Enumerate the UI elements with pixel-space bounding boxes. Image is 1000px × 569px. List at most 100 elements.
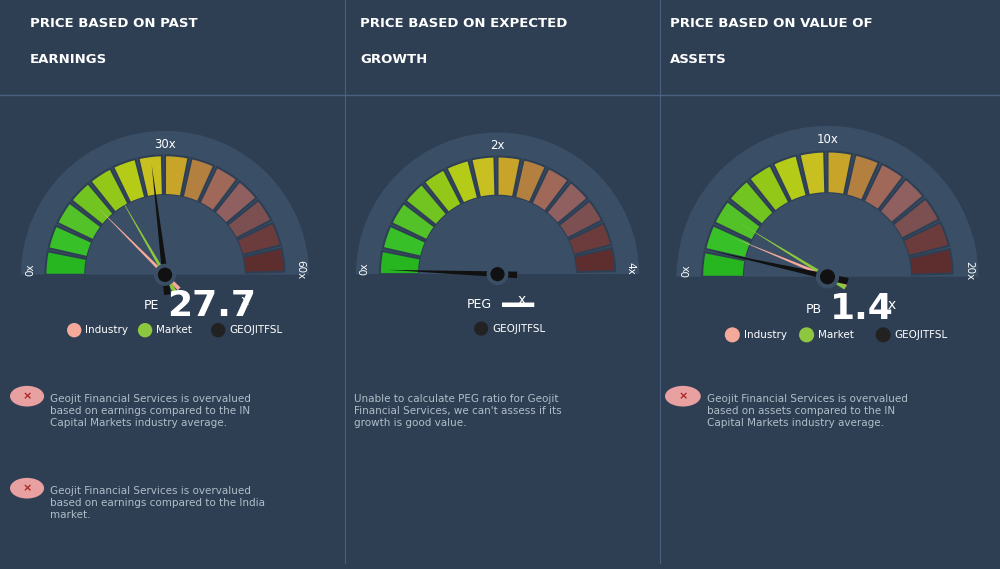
Wedge shape <box>45 251 87 275</box>
Circle shape <box>677 126 978 428</box>
Wedge shape <box>677 277 978 428</box>
Text: Market: Market <box>818 330 854 340</box>
Text: PE: PE <box>144 299 159 312</box>
Circle shape <box>158 267 172 282</box>
Wedge shape <box>72 183 114 225</box>
Wedge shape <box>356 274 639 416</box>
Wedge shape <box>21 275 309 419</box>
Wedge shape <box>773 155 807 201</box>
Wedge shape <box>903 222 949 256</box>
Text: ASSETS: ASSETS <box>670 53 727 66</box>
Text: 2x: 2x <box>490 139 505 152</box>
Wedge shape <box>48 226 92 257</box>
Text: x: x <box>888 298 896 312</box>
Wedge shape <box>90 168 129 212</box>
Text: ×: × <box>22 391 32 401</box>
Wedge shape <box>880 179 923 223</box>
Text: 10x: 10x <box>817 133 838 146</box>
Wedge shape <box>183 158 214 202</box>
Circle shape <box>211 323 225 337</box>
Wedge shape <box>237 223 281 255</box>
Circle shape <box>356 133 639 416</box>
Text: 30x: 30x <box>154 138 176 151</box>
Text: PRICE BASED ON VALUE OF: PRICE BASED ON VALUE OF <box>670 18 873 30</box>
Text: 0x: 0x <box>25 263 35 275</box>
Wedge shape <box>800 151 825 195</box>
Text: PRICE BASED ON PAST: PRICE BASED ON PAST <box>30 18 198 30</box>
Wedge shape <box>392 203 435 240</box>
Wedge shape <box>200 167 237 211</box>
Text: 60x: 60x <box>295 259 305 279</box>
Wedge shape <box>215 182 257 224</box>
Wedge shape <box>227 200 271 238</box>
Wedge shape <box>85 195 245 275</box>
Circle shape <box>816 265 839 288</box>
Wedge shape <box>715 201 761 241</box>
Wedge shape <box>419 196 576 274</box>
Circle shape <box>10 478 44 498</box>
Text: GEOJITFSL: GEOJITFSL <box>229 325 282 335</box>
Circle shape <box>67 323 81 337</box>
Polygon shape <box>389 270 517 278</box>
Wedge shape <box>559 201 602 238</box>
Wedge shape <box>729 181 774 225</box>
Text: 4x: 4x <box>625 262 635 275</box>
Circle shape <box>799 327 814 343</box>
Wedge shape <box>356 274 639 416</box>
Text: PEG: PEG <box>467 298 492 311</box>
Text: 20x: 20x <box>964 261 974 281</box>
Wedge shape <box>243 248 285 273</box>
Text: GEOJITFSL: GEOJITFSL <box>895 330 948 340</box>
Text: PRICE BASED ON EXPECTED: PRICE BASED ON EXPECTED <box>360 18 567 30</box>
Text: x: x <box>517 293 525 307</box>
Text: Geojit Financial Services is overvalued
based on earnings compared to the IN
Cap: Geojit Financial Services is overvalued … <box>50 394 251 427</box>
Text: 0x: 0x <box>360 262 370 275</box>
Text: Industry: Industry <box>85 325 128 335</box>
Circle shape <box>10 386 44 406</box>
Wedge shape <box>705 225 751 258</box>
Text: Market: Market <box>156 325 192 335</box>
Wedge shape <box>380 251 421 274</box>
Circle shape <box>487 263 508 285</box>
Wedge shape <box>749 166 789 212</box>
Circle shape <box>154 264 176 286</box>
Polygon shape <box>116 191 177 293</box>
Wedge shape <box>864 164 903 210</box>
Circle shape <box>725 327 740 343</box>
Polygon shape <box>152 165 171 295</box>
Text: Industry: Industry <box>744 330 787 340</box>
Wedge shape <box>702 252 746 277</box>
Wedge shape <box>406 184 447 225</box>
Text: Geojit Financial Services is overvalued
based on assets compared to the IN
Capit: Geojit Financial Services is overvalued … <box>707 394 908 427</box>
Polygon shape <box>714 251 849 284</box>
Wedge shape <box>893 199 939 238</box>
Circle shape <box>665 386 701 406</box>
Text: x: x <box>240 294 249 308</box>
Wedge shape <box>383 226 426 257</box>
Text: Unable to calculate PEG ratio for Geojit
Financial Services, we can't assess if : Unable to calculate PEG ratio for Geojit… <box>354 394 562 427</box>
Circle shape <box>876 327 891 343</box>
Wedge shape <box>568 223 611 255</box>
Text: ×: × <box>678 391 688 401</box>
Wedge shape <box>909 249 953 275</box>
Text: GROWTH: GROWTH <box>360 53 427 66</box>
Wedge shape <box>165 155 189 197</box>
Wedge shape <box>497 156 521 197</box>
Wedge shape <box>828 151 852 195</box>
Text: —: — <box>500 288 536 321</box>
Wedge shape <box>424 170 462 213</box>
Wedge shape <box>677 277 978 428</box>
Wedge shape <box>138 155 163 197</box>
Wedge shape <box>532 168 568 212</box>
Polygon shape <box>740 224 846 290</box>
Text: PB: PB <box>806 303 822 316</box>
Text: ×: × <box>22 483 32 493</box>
Wedge shape <box>446 160 478 204</box>
Wedge shape <box>471 156 495 197</box>
Polygon shape <box>733 238 848 287</box>
Text: 27.7: 27.7 <box>167 289 256 323</box>
Wedge shape <box>21 275 309 419</box>
Wedge shape <box>57 203 101 240</box>
Wedge shape <box>846 155 879 201</box>
Polygon shape <box>96 206 181 290</box>
